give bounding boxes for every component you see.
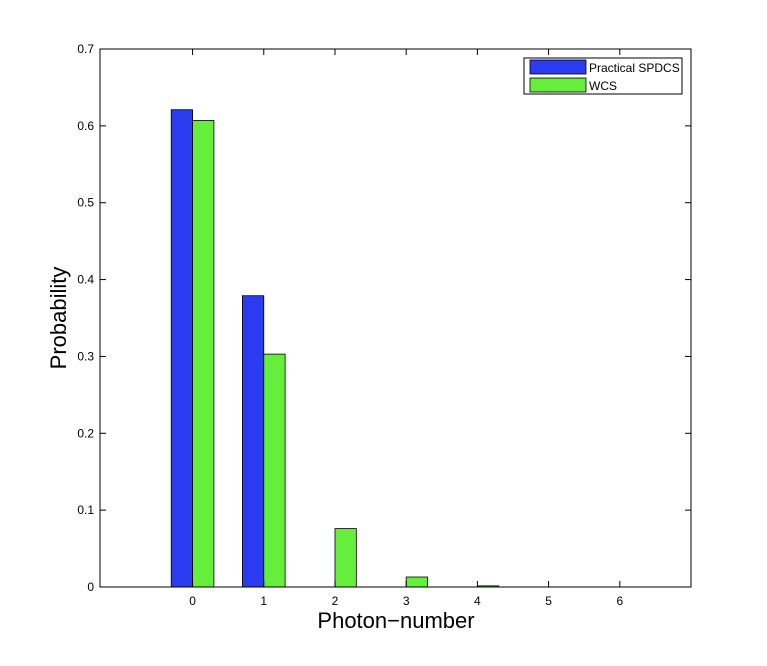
y-tick-label: 0.1 [77, 503, 94, 517]
x-axis-title: Photon−number [317, 608, 474, 633]
bar-wcs-1 [264, 354, 285, 587]
y-tick-label: 0.4 [77, 273, 94, 287]
x-tick-label: 2 [332, 594, 339, 608]
bar-wcs-2 [335, 529, 356, 587]
y-tick-label: 0.5 [77, 196, 94, 210]
x-tick-label: 1 [260, 594, 267, 608]
x-tick-label: 3 [403, 594, 410, 608]
y-tick-label: 0.6 [77, 119, 94, 133]
legend-label-wcs: WCS [589, 79, 617, 93]
y-tick-label: 0.2 [77, 426, 94, 440]
legend-swatch-practical-spdcs [530, 60, 586, 74]
x-tick-label: 6 [616, 594, 623, 608]
y-axis-title: Probability [46, 267, 71, 370]
x-tick-label: 5 [545, 594, 552, 608]
y-tick-label: 0.7 [77, 42, 94, 56]
x-tick-label: 4 [474, 594, 481, 608]
bar-practical-spdcs-1 [242, 296, 263, 587]
legend-swatch-wcs [530, 78, 586, 92]
y-tick-label: 0 [87, 580, 94, 594]
legend-label-practical-spdcs: Practical SPDCS [589, 61, 680, 75]
bar-wcs-3 [406, 577, 427, 587]
legend: Practical SPDCS WCS [524, 58, 682, 94]
y-tick-label: 0.3 [77, 349, 94, 363]
bar-practical-spdcs-0 [171, 110, 192, 587]
x-tick-label: 0 [189, 594, 196, 608]
bar-wcs-0 [193, 120, 214, 587]
